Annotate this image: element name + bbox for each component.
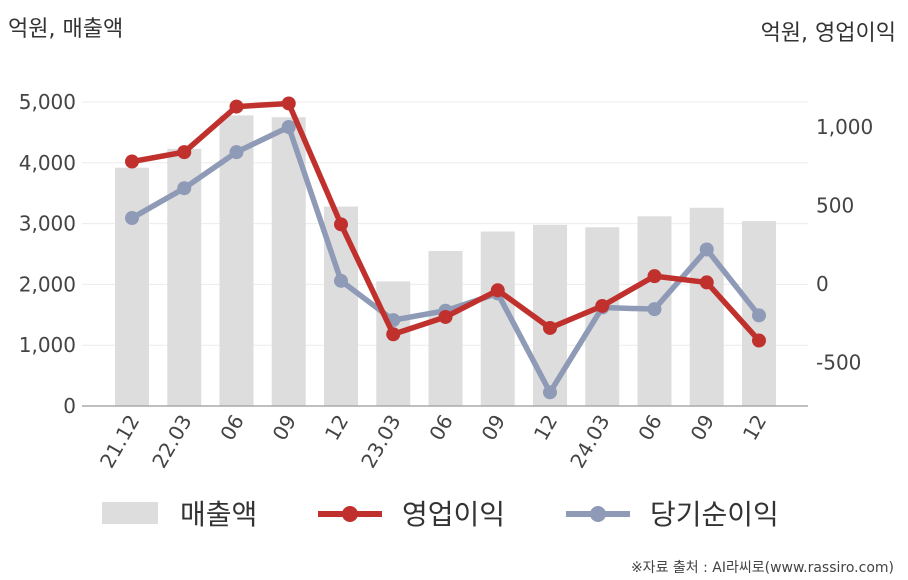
legend-marker-net-income <box>590 506 606 522</box>
right-axis-ticks: -500 0 500 1,000 <box>816 115 873 375</box>
legend-label-operating-profit: 영업이익 <box>402 498 505 531</box>
line-series <box>125 96 766 400</box>
point-operating-profit <box>543 320 557 335</box>
point-operating-profit <box>647 269 662 284</box>
point-operating-profit <box>281 96 296 111</box>
legend-marker-operating-profit <box>342 506 358 522</box>
x-tick-label: 23.03 <box>356 411 405 473</box>
point-operating-profit <box>438 309 453 324</box>
point-net-income <box>699 242 714 257</box>
x-tick-label: 09 <box>268 411 302 445</box>
x-tick-label: 06 <box>424 411 458 445</box>
point-net-income <box>752 308 766 323</box>
x-tick-label: 24.03 <box>565 411 614 473</box>
left-tick-label: 2,000 <box>19 272 76 296</box>
legend-label-revenue: 매출액 <box>180 498 257 531</box>
right-axis-unit-label: 억원, 영업이익 <box>761 21 896 46</box>
left-axis-ticks: 0 1,000 2,000 3,000 4,000 5,000 <box>19 90 76 418</box>
left-tick-label: 1,000 <box>19 333 76 357</box>
x-tick-label: 21.12 <box>95 411 144 473</box>
point-operating-profit <box>595 298 610 313</box>
point-operating-profit <box>490 283 505 298</box>
x-tick-label: 12 <box>738 411 772 445</box>
x-tick-label: 22.03 <box>147 411 196 473</box>
bar-revenue <box>219 115 254 406</box>
left-tick-label: 3,000 <box>19 212 76 236</box>
x-tick-label: 06 <box>215 411 249 445</box>
point-net-income <box>647 302 662 317</box>
right-tick-label: -500 <box>816 351 861 375</box>
bar-revenue <box>376 281 411 406</box>
point-net-income <box>229 145 244 160</box>
x-tick-label: 12 <box>529 411 563 445</box>
x-tick-label: 09 <box>686 411 720 445</box>
right-tick-label: 1,000 <box>816 115 873 139</box>
point-net-income <box>125 211 139 226</box>
point-net-income <box>177 181 192 196</box>
point-net-income <box>334 273 348 288</box>
bar-revenue <box>689 207 724 406</box>
left-tick-label: 5,000 <box>19 90 76 114</box>
point-net-income <box>543 385 557 400</box>
legend: 매출액 영업이익 당기순이익 <box>102 498 779 531</box>
point-net-income <box>281 120 296 134</box>
point-operating-profit <box>386 327 401 342</box>
bar-revenue <box>115 167 149 406</box>
right-tick-label: 500 <box>816 194 854 218</box>
left-tick-label: 0 <box>63 394 76 418</box>
x-tick-label: 12 <box>320 411 354 445</box>
bar-revenue <box>533 224 567 406</box>
right-tick-label: 0 <box>816 272 829 296</box>
bar-revenue <box>428 250 463 406</box>
gridlines <box>82 101 808 346</box>
bar-revenue <box>324 206 358 406</box>
bar-revenue <box>585 227 620 406</box>
source-credit: ※자료 출처 : AI라씨로(www.rassiro.com) <box>631 560 894 576</box>
x-tick-label: 09 <box>477 411 511 445</box>
point-operating-profit <box>229 99 244 114</box>
point-operating-profit <box>125 154 139 169</box>
point-operating-profit <box>699 275 714 290</box>
point-operating-profit <box>177 145 192 160</box>
x-tick-label: 06 <box>633 411 667 445</box>
point-operating-profit <box>334 217 348 232</box>
legend-label-net-income: 당기순이익 <box>650 498 779 531</box>
legend-swatch-revenue <box>102 502 158 524</box>
bars-series-revenue <box>115 115 776 407</box>
left-axis-unit-label: 억원, 매출액 <box>8 17 123 42</box>
point-operating-profit <box>752 333 766 348</box>
x-axis-ticks: 21.12 22.03 06 09 12 23.03 06 09 12 24.03 06 09 12 <box>95 411 771 473</box>
left-tick-label: 4,000 <box>19 151 76 175</box>
